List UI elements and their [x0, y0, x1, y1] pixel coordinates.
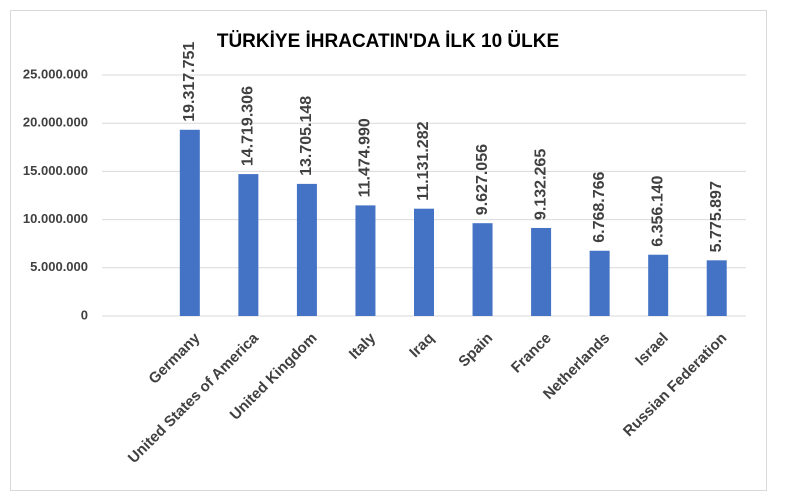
y-tick-label: 25.000.000	[23, 66, 88, 81]
value-label: 5.775.897	[708, 181, 725, 252]
bar	[589, 250, 610, 316]
y-tick-label: 10.000.000	[23, 211, 88, 226]
bar	[531, 227, 552, 316]
chart-border	[10, 10, 767, 491]
y-tick-label: 5.000.000	[30, 259, 88, 274]
bar	[648, 254, 669, 316]
y-tick-label: 15.000.000	[23, 163, 88, 178]
value-label: 13.705.148	[298, 96, 315, 176]
y-tick-label: 20.000.000	[23, 115, 88, 130]
value-label: 11.131.282	[415, 121, 432, 200]
bar	[472, 223, 493, 316]
value-label: 9.627.056	[474, 144, 491, 215]
bar	[179, 129, 200, 316]
value-label: 6.356.140	[649, 175, 666, 246]
value-label: 11.474.990	[357, 118, 374, 197]
bar	[296, 183, 317, 316]
value-label: 9.132.265	[532, 149, 549, 220]
bar	[355, 205, 376, 316]
bar	[706, 260, 727, 316]
bar	[238, 174, 259, 316]
value-label: 14.719.306	[240, 86, 257, 166]
y-tick-label: 0	[81, 307, 88, 322]
value-label: 6.768.766	[591, 171, 608, 242]
bar	[414, 208, 434, 316]
chart-title: TÜRKİYE İHRACATIN'DA İLK 10 ÜLKE	[217, 31, 559, 52]
value-label: 19.317.751	[181, 42, 198, 122]
